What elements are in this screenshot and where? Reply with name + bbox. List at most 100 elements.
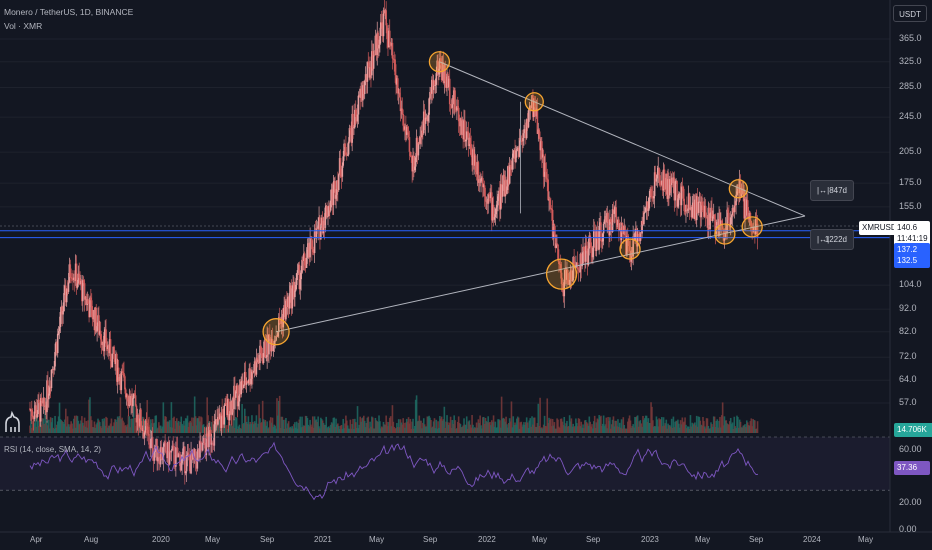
candle-body <box>288 293 291 309</box>
volume-bar <box>572 423 575 433</box>
candle-body <box>58 327 61 332</box>
volume-bar <box>406 421 409 433</box>
volume-bar <box>253 421 256 433</box>
candle-body <box>431 79 434 90</box>
volume-bar <box>607 416 609 433</box>
candle-body <box>578 270 581 273</box>
candle-body <box>105 329 107 347</box>
volume-bar <box>611 419 614 433</box>
volume-bar <box>393 426 396 433</box>
candle-body <box>354 109 357 117</box>
volume-bar <box>69 424 72 433</box>
volume-bar <box>637 426 640 433</box>
volume-bar <box>120 419 123 433</box>
volume-bar <box>492 415 495 433</box>
candle-body <box>650 189 652 197</box>
volume-bar <box>70 421 72 433</box>
volume-bar <box>113 422 115 433</box>
candle-body <box>652 196 654 199</box>
volume-bar <box>674 421 677 433</box>
measure-label-upper[interactable]: |↔| 847d <box>810 180 854 201</box>
candle-body <box>100 339 103 345</box>
candle-body <box>162 446 165 459</box>
volume-bar <box>541 428 544 433</box>
candle-body <box>345 154 348 156</box>
volume-bar <box>187 426 190 433</box>
candle-body <box>124 376 126 390</box>
candle-body <box>560 272 563 285</box>
candle-body <box>437 60 439 75</box>
candle-body <box>159 447 162 465</box>
volume-bar <box>494 421 497 433</box>
volume-bar <box>134 426 137 433</box>
candle-body <box>720 220 722 226</box>
candle-body <box>70 277 72 278</box>
candle-body <box>603 219 606 224</box>
candle-body <box>626 235 628 256</box>
tradingview-logo[interactable] <box>3 410 23 434</box>
volume-bar <box>480 425 482 433</box>
volume-bar <box>404 427 406 433</box>
volume-bar <box>90 416 92 433</box>
candle-body <box>712 214 715 217</box>
currency-button[interactable]: USDT <box>893 5 927 22</box>
volume-bar <box>681 417 684 433</box>
volume-bar <box>560 418 563 433</box>
volume-bar <box>126 424 129 433</box>
volume-bar <box>107 425 110 433</box>
candle-body <box>344 143 346 147</box>
volume-bar <box>561 421 564 433</box>
volume-bar <box>226 425 228 433</box>
volume-bar <box>728 424 730 433</box>
volume-bar <box>557 419 559 433</box>
candle-body <box>468 137 471 146</box>
candle-body <box>116 353 118 382</box>
candle-body <box>587 248 590 266</box>
volume-bar <box>502 417 505 433</box>
volume-bar <box>550 418 552 433</box>
volume-bar <box>712 426 714 433</box>
candle-body <box>536 108 539 134</box>
candle-body <box>443 65 446 83</box>
volume-bar <box>81 422 84 433</box>
volume-bar <box>448 422 451 433</box>
volume-bar <box>506 424 508 433</box>
volume-bar <box>524 424 526 433</box>
volume-bar <box>396 423 398 433</box>
candle-body <box>671 177 674 184</box>
candle-body <box>569 270 572 280</box>
volume-bar <box>157 427 159 433</box>
volume-bar <box>269 417 272 433</box>
candle-body <box>109 339 112 362</box>
candle-body <box>372 54 375 69</box>
candle-body <box>644 207 647 212</box>
symbol-title: Monero / TetherUS, 1D, BINANCE <box>4 7 134 17</box>
volume-bar <box>640 423 643 433</box>
candle-body <box>209 430 212 445</box>
candle-body <box>733 205 736 213</box>
candle-body <box>717 221 719 237</box>
candle-body <box>612 209 615 214</box>
volume-bar <box>600 415 602 433</box>
volume-bar <box>723 416 726 433</box>
candle-body <box>554 234 557 248</box>
volume-bar <box>43 423 46 433</box>
volume-bar <box>662 417 665 433</box>
measure-label-lower[interactable]: |↔| 1222d <box>810 229 854 250</box>
candle-body <box>470 144 472 156</box>
measure-icon: |↔| <box>817 235 830 244</box>
volume-bar <box>525 417 528 433</box>
candle-body <box>114 358 116 365</box>
candle-body <box>467 131 470 146</box>
candle-body <box>511 157 514 170</box>
volume-bar <box>417 420 420 433</box>
volume-bar <box>618 422 621 433</box>
volume-bar <box>522 424 524 433</box>
candle-body <box>286 300 288 307</box>
volume-bar <box>323 424 326 433</box>
price-tick-label: 205.0 <box>899 146 922 157</box>
candle-body <box>229 401 232 414</box>
volume-bar <box>104 425 106 433</box>
candle-body <box>743 189 745 219</box>
